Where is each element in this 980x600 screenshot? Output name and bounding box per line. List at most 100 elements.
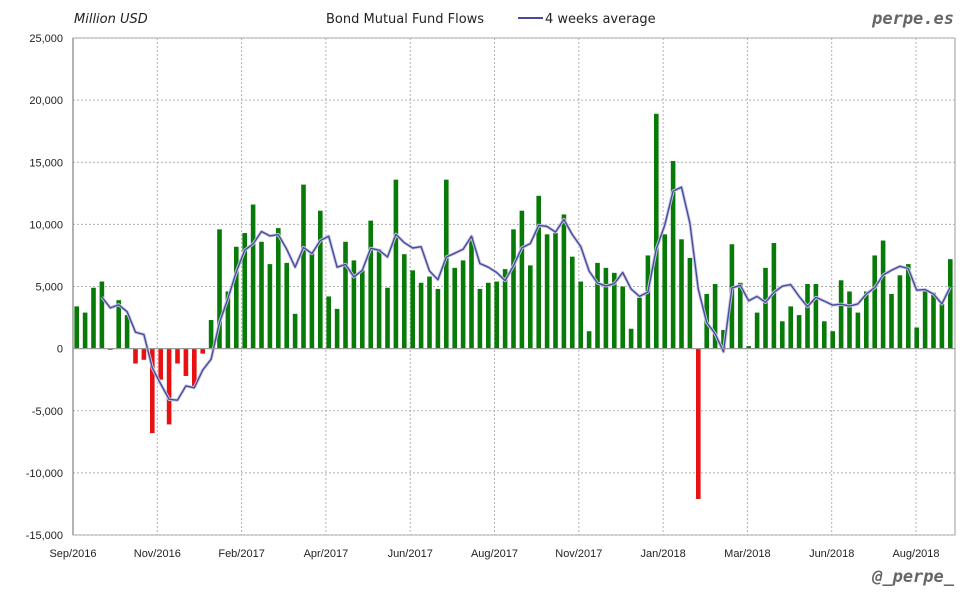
inflow-bar: [822, 321, 827, 349]
inflow-bar: [738, 282, 743, 349]
inflow-bar: [318, 210, 323, 349]
inflow-bar: [292, 313, 298, 349]
inflow-bar: [544, 234, 550, 349]
inflow-bar: [763, 267, 768, 349]
y-tick-label: 5,000: [35, 282, 63, 294]
inflow-bar: [334, 308, 340, 349]
inflow-bar: [754, 312, 760, 349]
inflow-bar: [670, 161, 676, 349]
inflow-bar: [402, 254, 407, 349]
outflow-bar: [200, 348, 205, 354]
inflow-bar: [721, 329, 726, 349]
outflow-bar: [133, 348, 138, 364]
y-tick-label: 20,000: [29, 95, 63, 107]
inflow-bar: [435, 288, 441, 349]
x-tick-label: Sep/2016: [49, 548, 96, 560]
inflow-bar: [326, 296, 331, 349]
inflow-bar: [393, 179, 399, 349]
inflow-bar: [838, 280, 844, 349]
y-tick-label: 15,000: [29, 157, 63, 169]
inflow-bar: [628, 328, 634, 349]
x-tick-label: Feb/2017: [218, 548, 264, 560]
outflow-bar: [108, 348, 113, 350]
inflow-bar: [662, 234, 667, 349]
x-tick-label: Nov/2016: [134, 548, 181, 560]
inflow-bar: [561, 214, 567, 349]
inflow-bar: [864, 291, 869, 349]
average-line: [101, 186, 951, 401]
outflow-bar: [175, 348, 180, 364]
chart-title: Bond Mutual Fund Flows: [326, 12, 484, 27]
inflow-bar: [746, 346, 751, 349]
inflow-bar: [452, 267, 457, 349]
inflow-bar: [788, 306, 793, 349]
axes: 25,000 20,000 15,000 10,000 5,000 0 -5,000 -10,…: [26, 33, 955, 560]
inflow-bar: [578, 281, 583, 349]
inflow-bar: [645, 255, 651, 349]
inflow-bar: [74, 306, 79, 349]
inflow-bar: [595, 262, 600, 349]
inflow-bar: [847, 291, 852, 349]
inflow-bar: [250, 204, 256, 349]
x-tick-label: Aug/2018: [892, 548, 939, 560]
inflow-bar: [477, 288, 483, 349]
inflow-bar: [914, 327, 919, 349]
social-handle: @_perpe_: [871, 567, 955, 587]
inflow-bar: [519, 210, 525, 349]
y-tick-label: -10,000: [26, 468, 63, 480]
x-tick-label: Nov/2017: [555, 548, 602, 560]
inflow-bar: [889, 293, 894, 349]
x-tick-label: Apr/2017: [304, 548, 349, 560]
inflow-bar: [444, 179, 449, 349]
inflow-bar: [679, 239, 684, 349]
inflow-bar: [242, 233, 247, 349]
inflow-bar: [586, 331, 592, 349]
outflow-bar: [166, 348, 172, 425]
inflow-bar: [687, 257, 693, 349]
inflow-bar: [872, 255, 877, 349]
inflow-bar: [805, 284, 810, 349]
inflow-bar: [494, 281, 499, 349]
inflow-bar: [460, 260, 466, 349]
inflow-bar: [410, 270, 415, 349]
inflow-bar: [427, 276, 432, 349]
outflow-bar: [158, 348, 163, 380]
y-tick-label: 0: [57, 344, 63, 356]
inflow-bar: [225, 291, 231, 349]
y-tick-label: 25,000: [29, 33, 63, 45]
inflow-bar: [301, 184, 306, 349]
bars: [74, 113, 953, 499]
inflow-bar: [553, 233, 558, 349]
inflow-bar: [931, 292, 936, 349]
x-tick-label: Mar/2018: [724, 548, 770, 560]
inflow-bar: [360, 270, 365, 349]
inflow-bar: [880, 240, 886, 349]
inflow-bar: [528, 265, 533, 349]
inflow-bar: [771, 243, 777, 349]
inflow-bar: [276, 228, 281, 349]
inflow-bar: [612, 272, 617, 349]
inflow-bar: [284, 262, 289, 349]
brand-logo-text: perpe.es: [871, 9, 954, 29]
inflow-bar: [418, 282, 424, 349]
y-tick-label: -15,000: [26, 530, 63, 542]
y-tick-label: -5,000: [32, 406, 63, 418]
inflow-bar: [780, 321, 785, 349]
outflow-bar: [696, 348, 701, 499]
inflow-bar: [469, 236, 474, 349]
inflow-bar: [855, 312, 861, 349]
outflow-bar: [150, 348, 155, 434]
inflow-bar: [208, 320, 214, 349]
inflow-bar: [922, 291, 928, 349]
inflow-bar: [259, 241, 264, 349]
inflow-bar: [813, 284, 819, 349]
inflow-bar: [637, 297, 642, 349]
outflow-bar: [141, 348, 147, 360]
inflow-bar: [620, 286, 625, 349]
inflow-bar: [570, 256, 575, 349]
y-tick-label: 10,000: [29, 219, 63, 231]
outflow-bar: [192, 348, 197, 388]
inflow-bar: [906, 264, 911, 349]
inflow-bar: [217, 229, 222, 349]
